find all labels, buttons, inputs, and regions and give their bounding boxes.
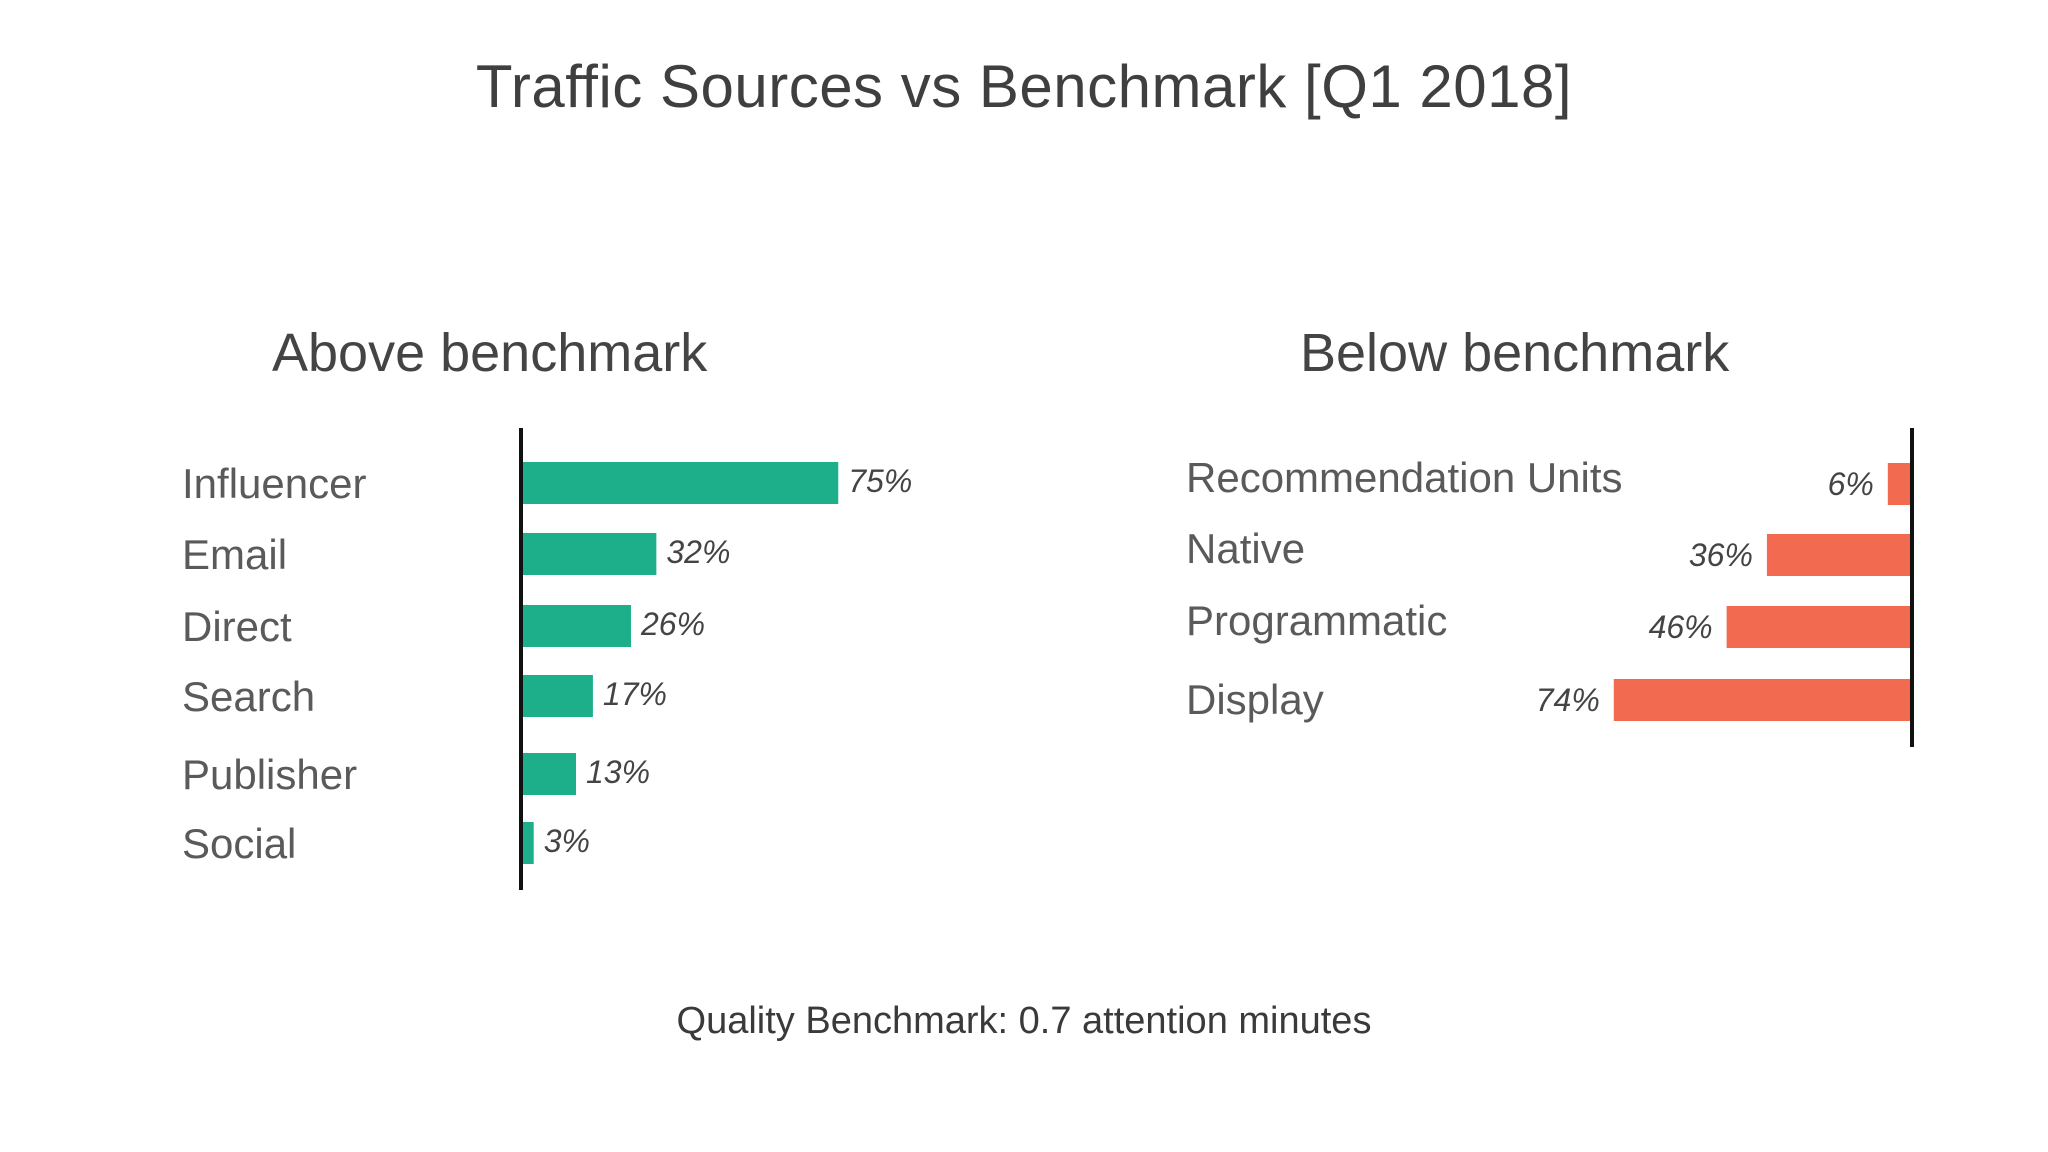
bar-0 bbox=[521, 462, 839, 504]
category-label-2: Programmatic bbox=[1186, 597, 1447, 644]
value-label-1: 36% bbox=[1689, 537, 1753, 573]
above-benchmark-title: Above benchmark bbox=[272, 323, 708, 383]
bar-1 bbox=[521, 533, 657, 575]
benchmark-footnote: Quality Benchmark: 0.7 attention minutes bbox=[676, 1000, 1372, 1042]
below-benchmark-title: Below benchmark bbox=[1300, 323, 1730, 383]
value-label-3: 17% bbox=[603, 676, 667, 712]
category-label-3: Search bbox=[182, 673, 315, 720]
value-label-4: 13% bbox=[586, 754, 650, 790]
bar-5 bbox=[521, 822, 534, 864]
category-label-0: Recommendation Units bbox=[1186, 454, 1623, 501]
value-label-2: 46% bbox=[1649, 609, 1713, 645]
value-label-0: 75% bbox=[848, 463, 912, 499]
bar-1 bbox=[1766, 534, 1912, 576]
category-label-1: Native bbox=[1186, 525, 1305, 572]
value-label-0: 6% bbox=[1828, 466, 1874, 502]
bar-2 bbox=[521, 605, 631, 647]
bar-3 bbox=[1613, 679, 1912, 721]
value-label-3: 74% bbox=[1536, 682, 1600, 718]
category-label-2: Direct bbox=[182, 603, 292, 650]
value-label-2: 26% bbox=[640, 606, 705, 642]
value-label-5: 3% bbox=[544, 823, 590, 859]
bar-4 bbox=[521, 753, 576, 795]
category-label-0: Influencer bbox=[182, 460, 366, 507]
bar-2 bbox=[1726, 606, 1912, 648]
value-label-1: 32% bbox=[666, 534, 730, 570]
chart-title: Traffic Sources vs Benchmark [Q1 2018] bbox=[475, 53, 1573, 120]
above-benchmark-chart: Influencer 75% Email 32% Direct 26% Search 17% P… bbox=[182, 428, 912, 890]
bar-3 bbox=[521, 675, 593, 717]
category-label-5: Social bbox=[182, 820, 296, 867]
category-label-1: Email bbox=[182, 531, 287, 578]
category-label-3: Display bbox=[1186, 676, 1324, 723]
bar-0 bbox=[1887, 463, 1912, 505]
category-label-4: Publisher bbox=[182, 751, 357, 798]
